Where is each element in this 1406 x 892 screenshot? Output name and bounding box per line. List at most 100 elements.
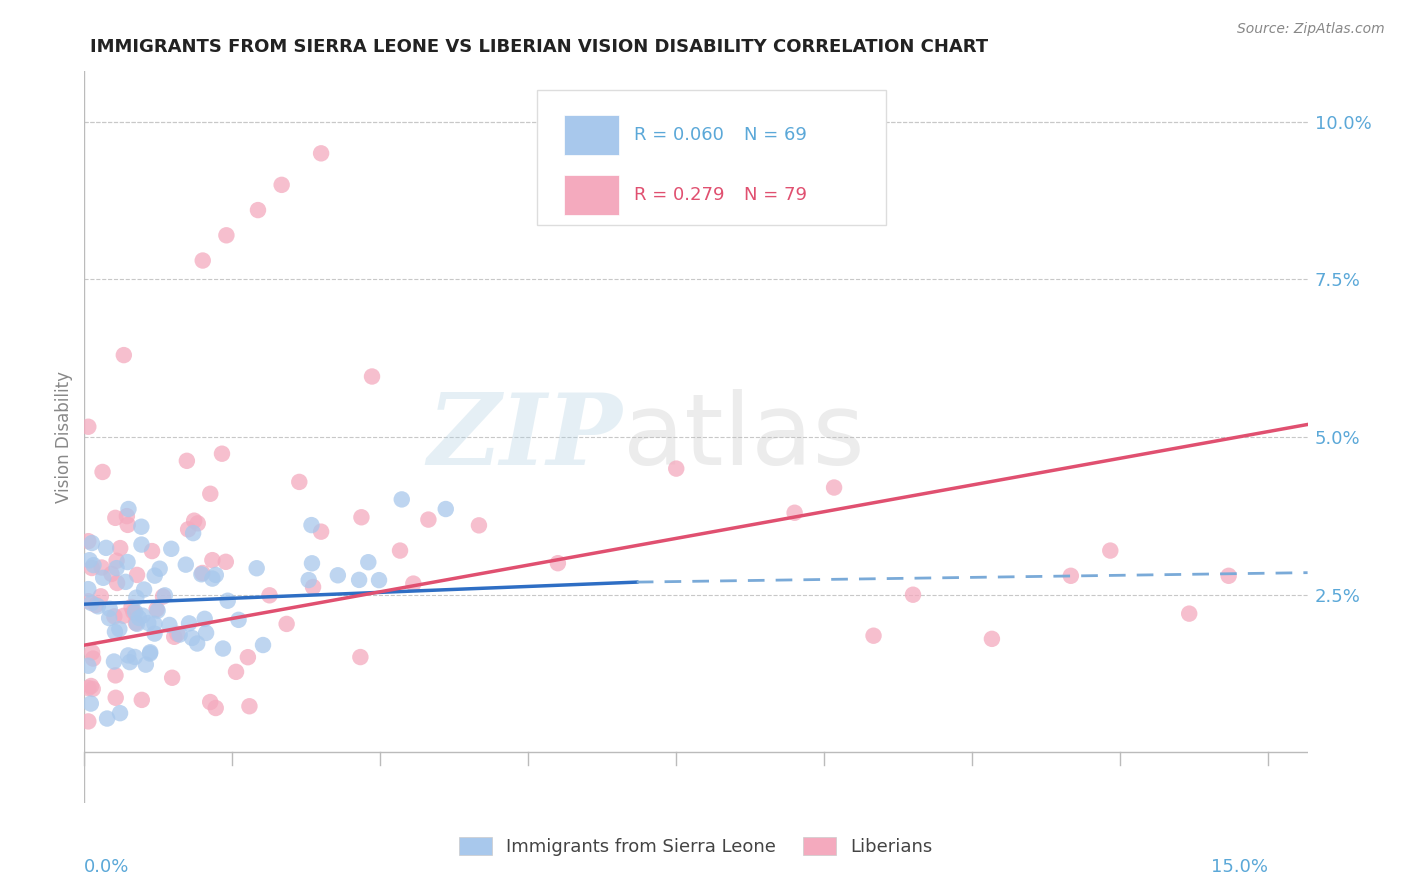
Point: [160, 541, 183, 556]
Point: [143, 616, 166, 631]
Point: [418, 513, 440, 527]
Point: [131, 608, 153, 623]
Point: [783, 506, 806, 520]
Point: [252, 638, 274, 652]
Point: [104, 624, 127, 639]
Point: [128, 611, 150, 625]
Point: [350, 510, 373, 524]
Point: [326, 568, 349, 582]
Point: [118, 655, 141, 669]
Text: N = 79: N = 79: [744, 186, 807, 204]
Point: [100, 566, 122, 581]
Point: [139, 645, 162, 659]
Point: [217, 593, 239, 607]
Point: [270, 178, 292, 192]
Text: N = 69: N = 69: [744, 126, 807, 144]
Point: [131, 693, 153, 707]
Point: [87, 599, 110, 614]
Point: [246, 203, 269, 218]
Point: [823, 481, 845, 495]
Point: [90, 560, 112, 574]
Point: [125, 615, 148, 630]
Point: [131, 519, 153, 533]
Point: [131, 538, 153, 552]
Point: [301, 556, 323, 570]
Point: [80, 679, 103, 693]
Point: [98, 611, 121, 625]
Point: [190, 567, 212, 582]
Point: [191, 566, 214, 580]
Point: [1099, 543, 1122, 558]
Point: [259, 588, 281, 602]
Point: [94, 541, 117, 555]
Point: [901, 588, 924, 602]
Point: [80, 596, 103, 610]
Text: R = 0.279: R = 0.279: [634, 186, 724, 204]
Point: [276, 616, 298, 631]
Point: [157, 618, 180, 632]
Point: [181, 631, 204, 645]
Point: [187, 516, 209, 531]
Point: [174, 558, 197, 572]
Point: [80, 536, 103, 550]
Point: [114, 574, 136, 589]
Point: [112, 348, 135, 362]
Point: [195, 626, 218, 640]
Text: 15.0%: 15.0%: [1211, 858, 1268, 876]
Point: [357, 555, 380, 569]
Point: [104, 668, 127, 682]
Point: [77, 534, 100, 549]
Point: [122, 605, 145, 619]
Point: [105, 561, 128, 575]
Point: [115, 509, 138, 524]
Point: [468, 518, 491, 533]
Point: [246, 561, 269, 575]
Point: [228, 613, 250, 627]
Y-axis label: Vision Disability: Vision Disability: [55, 371, 73, 503]
Point: [211, 447, 233, 461]
Point: [201, 572, 224, 586]
Point: [104, 690, 127, 705]
Point: [349, 650, 371, 665]
Point: [181, 526, 204, 541]
Point: [146, 604, 169, 618]
Point: [204, 568, 226, 582]
FancyBboxPatch shape: [564, 175, 619, 215]
Point: [145, 602, 167, 616]
Point: [183, 514, 205, 528]
Point: [117, 502, 139, 516]
Point: [98, 602, 121, 616]
Text: atlas: atlas: [623, 389, 865, 485]
Point: [82, 645, 104, 659]
Point: [77, 582, 100, 596]
Point: [152, 590, 174, 604]
Point: [236, 650, 259, 665]
Point: [83, 558, 105, 573]
Point: [434, 502, 457, 516]
Point: [104, 511, 127, 525]
Point: [194, 612, 217, 626]
Point: [79, 553, 101, 567]
Point: [301, 518, 323, 533]
Point: [139, 647, 162, 661]
Point: [361, 369, 384, 384]
Point: [91, 465, 114, 479]
Point: [125, 568, 148, 582]
Point: [108, 706, 131, 721]
Point: [215, 228, 238, 243]
Point: [117, 555, 139, 569]
Point: [163, 630, 186, 644]
Point: [80, 561, 103, 575]
Text: IMMIGRANTS FROM SIERRA LEONE VS LIBERIAN VISION DISABILITY CORRELATION CHART: IMMIGRANTS FROM SIERRA LEONE VS LIBERIAN…: [90, 38, 988, 56]
Point: [108, 622, 131, 636]
Point: [90, 590, 112, 604]
FancyBboxPatch shape: [564, 115, 619, 155]
Point: [77, 658, 100, 673]
Point: [96, 712, 118, 726]
Point: [160, 671, 183, 685]
Legend: Immigrants from Sierra Leone, Liberians: Immigrants from Sierra Leone, Liberians: [453, 830, 939, 863]
Point: [105, 576, 128, 591]
Point: [186, 636, 208, 650]
Point: [200, 695, 222, 709]
Point: [84, 598, 107, 612]
